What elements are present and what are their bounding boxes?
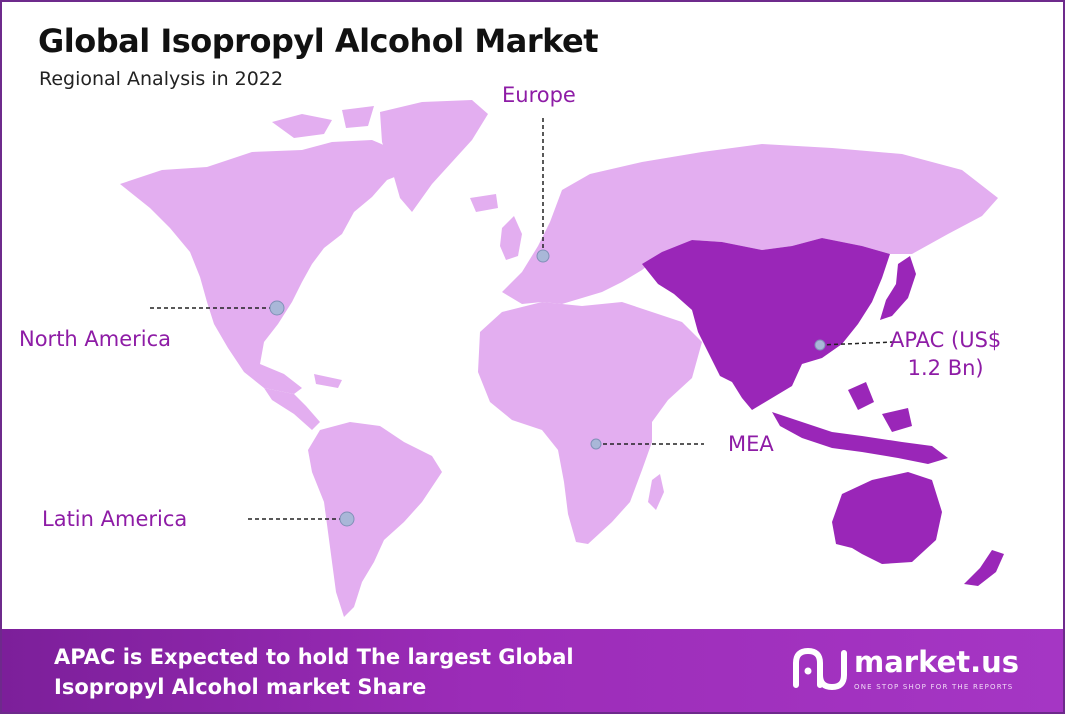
region-europe-russia (502, 144, 998, 304)
region-apac (642, 238, 890, 410)
marker-latin-america (339, 511, 355, 527)
footer-statement: APAC is Expected to hold The largest Glo… (54, 642, 574, 702)
footer-line-1: APAC is Expected to hold The largest Glo… (54, 645, 574, 669)
label-apac-line1: APAC (US$ (890, 328, 1002, 352)
region-new-zealand (964, 550, 1004, 586)
region-north-america (120, 140, 407, 394)
label-latin-america: Latin America (42, 507, 188, 531)
region-iceland (470, 194, 498, 212)
label-mea: MEA (728, 432, 774, 456)
marker-north-america (269, 300, 285, 316)
footer-line-2: Isopropyl Alcohol market Share (54, 675, 427, 699)
region-arctic-islands (272, 106, 374, 138)
logo-mark-icon (793, 647, 847, 691)
page-subtitle: Regional Analysis in 2022 (39, 68, 284, 90)
brand-logo[interactable]: market.us ONE STOP SHOP FOR THE REPORTS (792, 643, 1042, 699)
leader-apac (819, 341, 895, 346)
world-map (120, 100, 1004, 617)
footer-banner: APAC is Expected to hold The largest Glo… (2, 629, 1063, 712)
marker-apac (814, 339, 826, 351)
label-north-america: North America (19, 327, 172, 351)
region-madagascar (648, 474, 664, 510)
region-australia (832, 472, 942, 564)
marker-mea (590, 438, 602, 450)
label-apac: APAC (US$ 1.2 Bn) (890, 326, 1001, 382)
region-central-america (264, 374, 342, 430)
label-apac-line2: 1.2 Bn) (907, 356, 984, 380)
logo-name: market.us (854, 645, 1020, 679)
region-greenland (380, 100, 488, 212)
region-uk (500, 216, 522, 260)
logo-tagline: ONE STOP SHOP FOR THE REPORTS (854, 683, 1014, 691)
marker-europe (536, 249, 550, 263)
region-japan (880, 256, 916, 320)
region-mea (478, 302, 702, 544)
label-europe: Europe (502, 83, 576, 107)
region-latin-america (308, 422, 442, 617)
page-title: Global Isopropyl Alcohol Market (38, 22, 599, 60)
region-se-asia-islands (772, 382, 948, 464)
